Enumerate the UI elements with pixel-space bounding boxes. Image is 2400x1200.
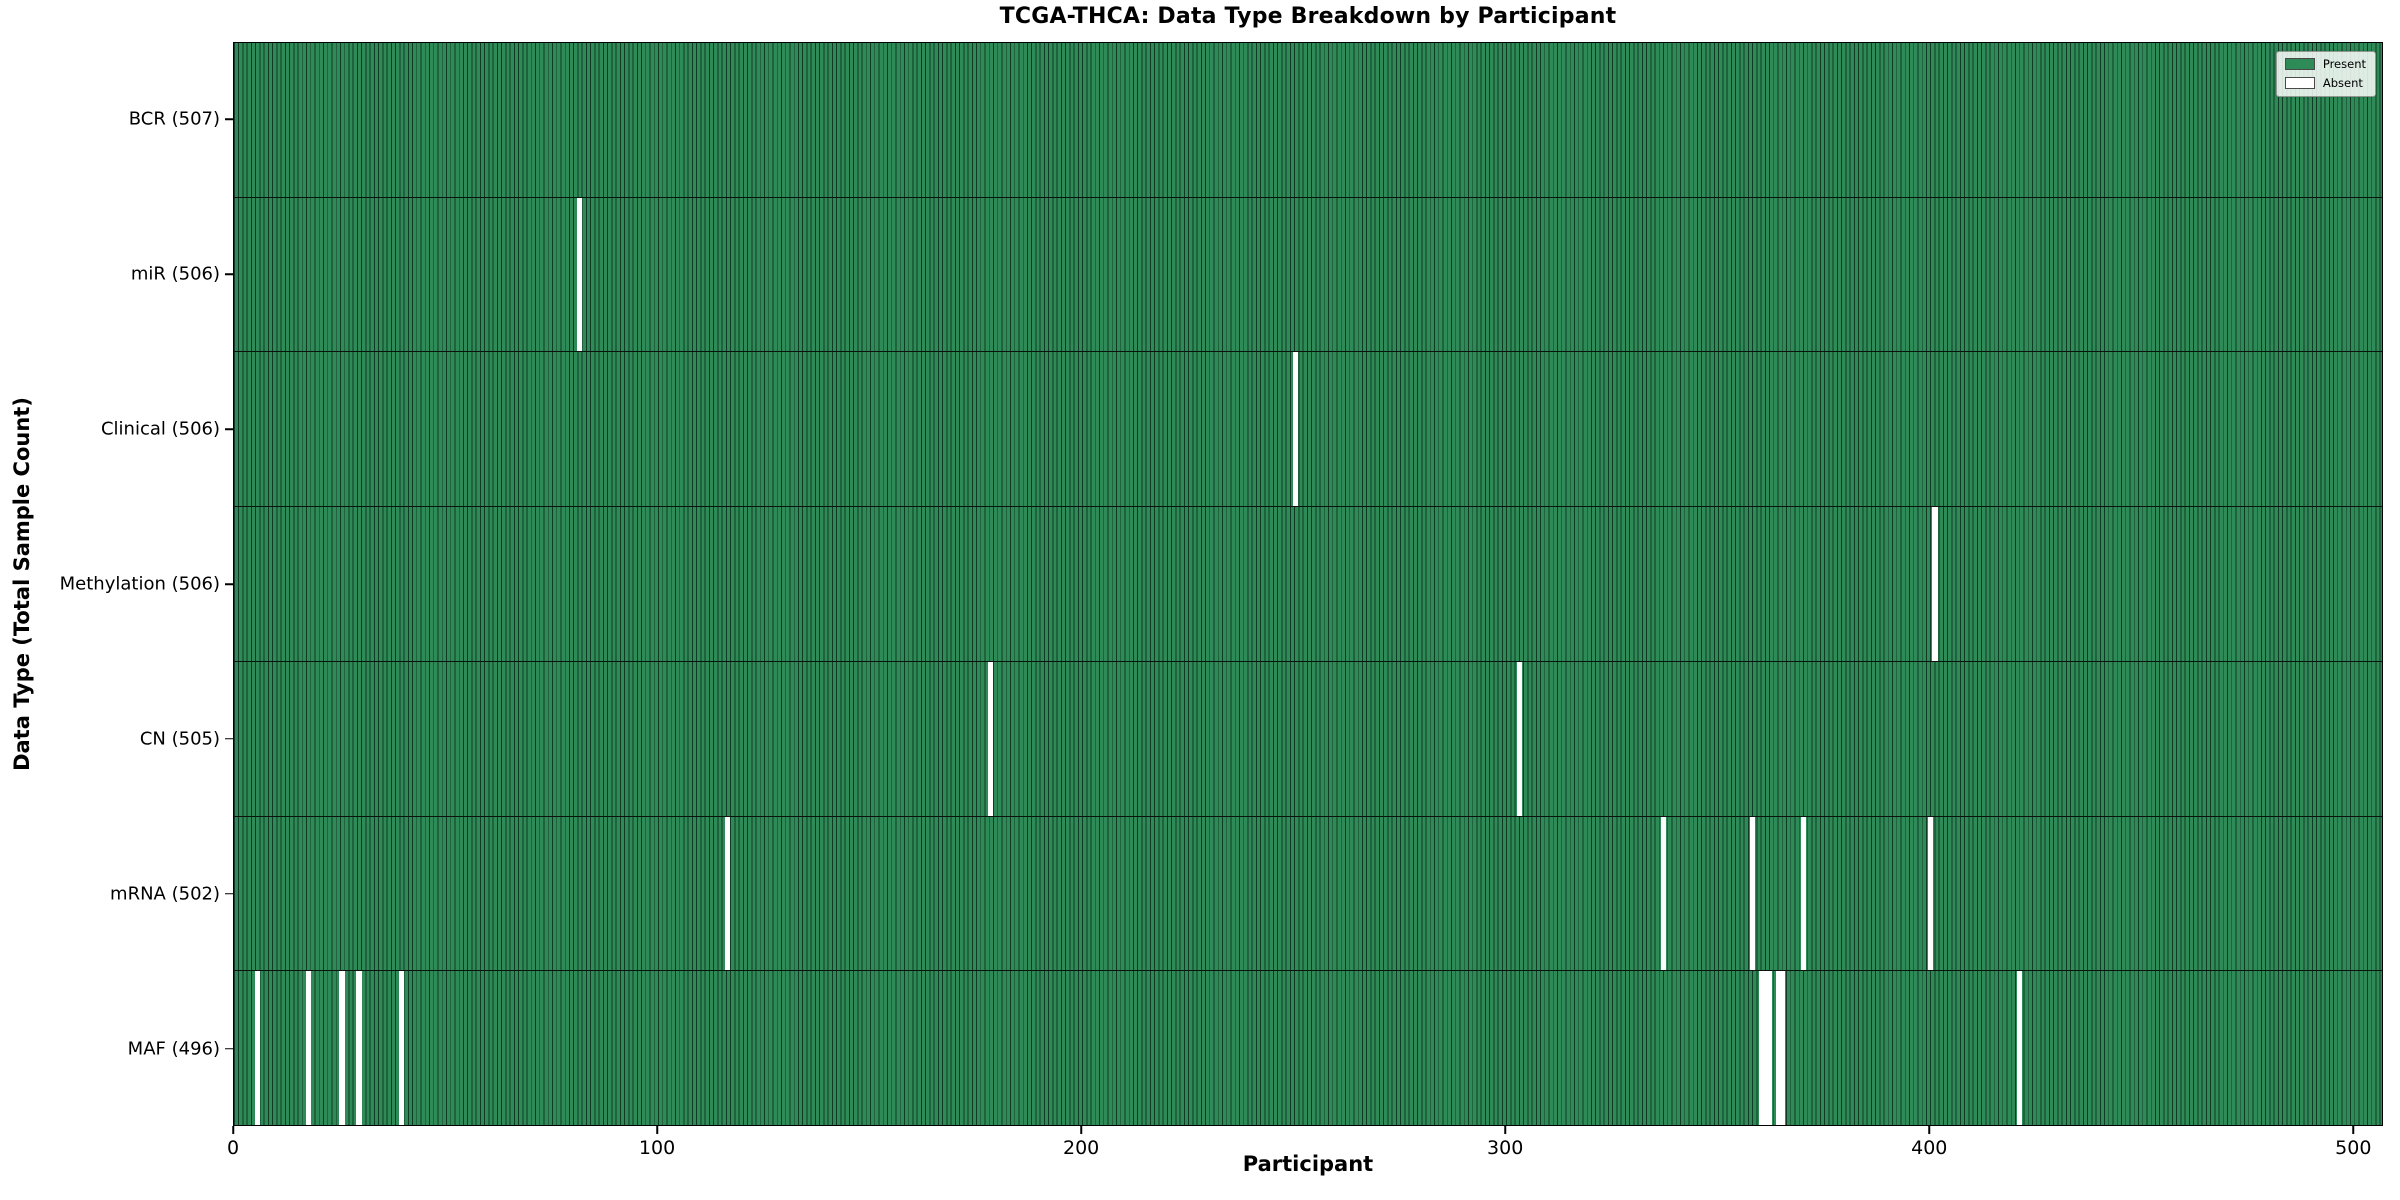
legend-label-absent: Absent (2322, 76, 2363, 90)
y-tick-mark (225, 892, 233, 895)
row-miR (234, 197, 2382, 353)
y-tick-mark (225, 1047, 233, 1050)
absent-gap-MAF-364 (1775, 971, 1781, 1126)
x-tick-label-300: 300 (1487, 1137, 1524, 1159)
y-tick-label-Methylation: Methylation (506) (59, 573, 220, 595)
absent-gap-MAF-360 (1758, 971, 1764, 1126)
y-tick-label-BCR: BCR (507) (128, 108, 220, 130)
x-axis-label: Participant (1242, 1152, 1374, 1176)
absent-gap-MAF-5 (254, 971, 260, 1126)
legend-item-present: Present (2284, 57, 2366, 71)
y-tick-label-mRNA: mRNA (502) (110, 883, 220, 905)
row-BCR (234, 43, 2382, 198)
plot-area: Present Absent (233, 42, 2383, 1126)
y-tick-label-MAF: MAF (496) (127, 1038, 220, 1060)
y-tick-mark (225, 583, 233, 585)
x-tick-label-200: 200 (1062, 1137, 1100, 1159)
absent-gap-MAF-17 (305, 971, 311, 1126)
absent-gap-MAF-29 (356, 971, 362, 1126)
y-tick-mark (225, 428, 233, 430)
y-tick-label-miR: miR (506) (130, 263, 220, 285)
x-tick-mark (1080, 1126, 1082, 1134)
x-tick-label-400: 400 (1911, 1137, 1948, 1159)
absent-gap-mRNA-400 (1928, 816, 1934, 971)
row-Methylation (234, 507, 2382, 662)
absent-swatch-icon (2284, 77, 2315, 89)
absent-gap-CN-303 (1517, 661, 1523, 816)
row-Clinical (234, 352, 2382, 508)
absent-gap-MAF-421 (2017, 971, 2023, 1126)
chart-title: TCGA-THCA: Data Type Breakdown by Partic… (999, 4, 1617, 29)
absent-gap-Methylation-401 (1932, 507, 1938, 661)
x-tick-mark (1504, 1126, 1506, 1134)
y-tick-label-CN: CN (505) (139, 728, 220, 750)
legend: Present Absent (2275, 51, 2376, 97)
row-mRNA (234, 816, 2382, 972)
absent-gap-mRNA-337 (1661, 816, 1667, 971)
x-tick-label-500: 500 (2335, 1137, 2372, 1159)
absent-gap-MAF-25 (339, 971, 345, 1126)
absent-gap-MAF-361 (1762, 971, 1769, 1126)
absent-gap-Clinical-250 (1292, 352, 1298, 507)
y-tick-label-Clinical: Clinical (506) (100, 418, 220, 440)
absent-gap-mRNA-116 (724, 816, 731, 971)
y-tick-mark (225, 738, 233, 740)
x-tick-mark (2352, 1126, 2355, 1134)
x-tick-label-100: 100 (638, 1137, 676, 1159)
absent-gap-mRNA-358 (1750, 816, 1756, 971)
row-CN (234, 661, 2382, 817)
absent-gap-MAF-365 (1779, 971, 1786, 1126)
x-tick-mark (1928, 1126, 1930, 1134)
present-swatch-icon (2284, 58, 2315, 70)
absent-gap-MAF-39 (398, 971, 404, 1126)
absent-gap-miR-81 (576, 197, 582, 352)
y-tick-mark (225, 273, 233, 276)
y-tick-mark (225, 118, 233, 121)
y-axis: BCR (507) miR (506) Clinical (506) Methylat… (0, 42, 233, 1126)
x-tick-label-0: 0 (226, 1137, 240, 1159)
absent-gap-MAF-362 (1767, 971, 1773, 1126)
x-axis: 0 100 200 300 400 500 (227, 1126, 2383, 1162)
x-tick-mark (232, 1126, 234, 1134)
legend-label-present: Present (2322, 57, 2366, 71)
legend-item-absent: Absent (2284, 76, 2366, 90)
x-tick-mark (656, 1126, 658, 1134)
absent-gap-CN-178 (987, 661, 993, 816)
absent-gap-mRNA-370 (1801, 816, 1807, 971)
row-MAF (234, 971, 2382, 1126)
